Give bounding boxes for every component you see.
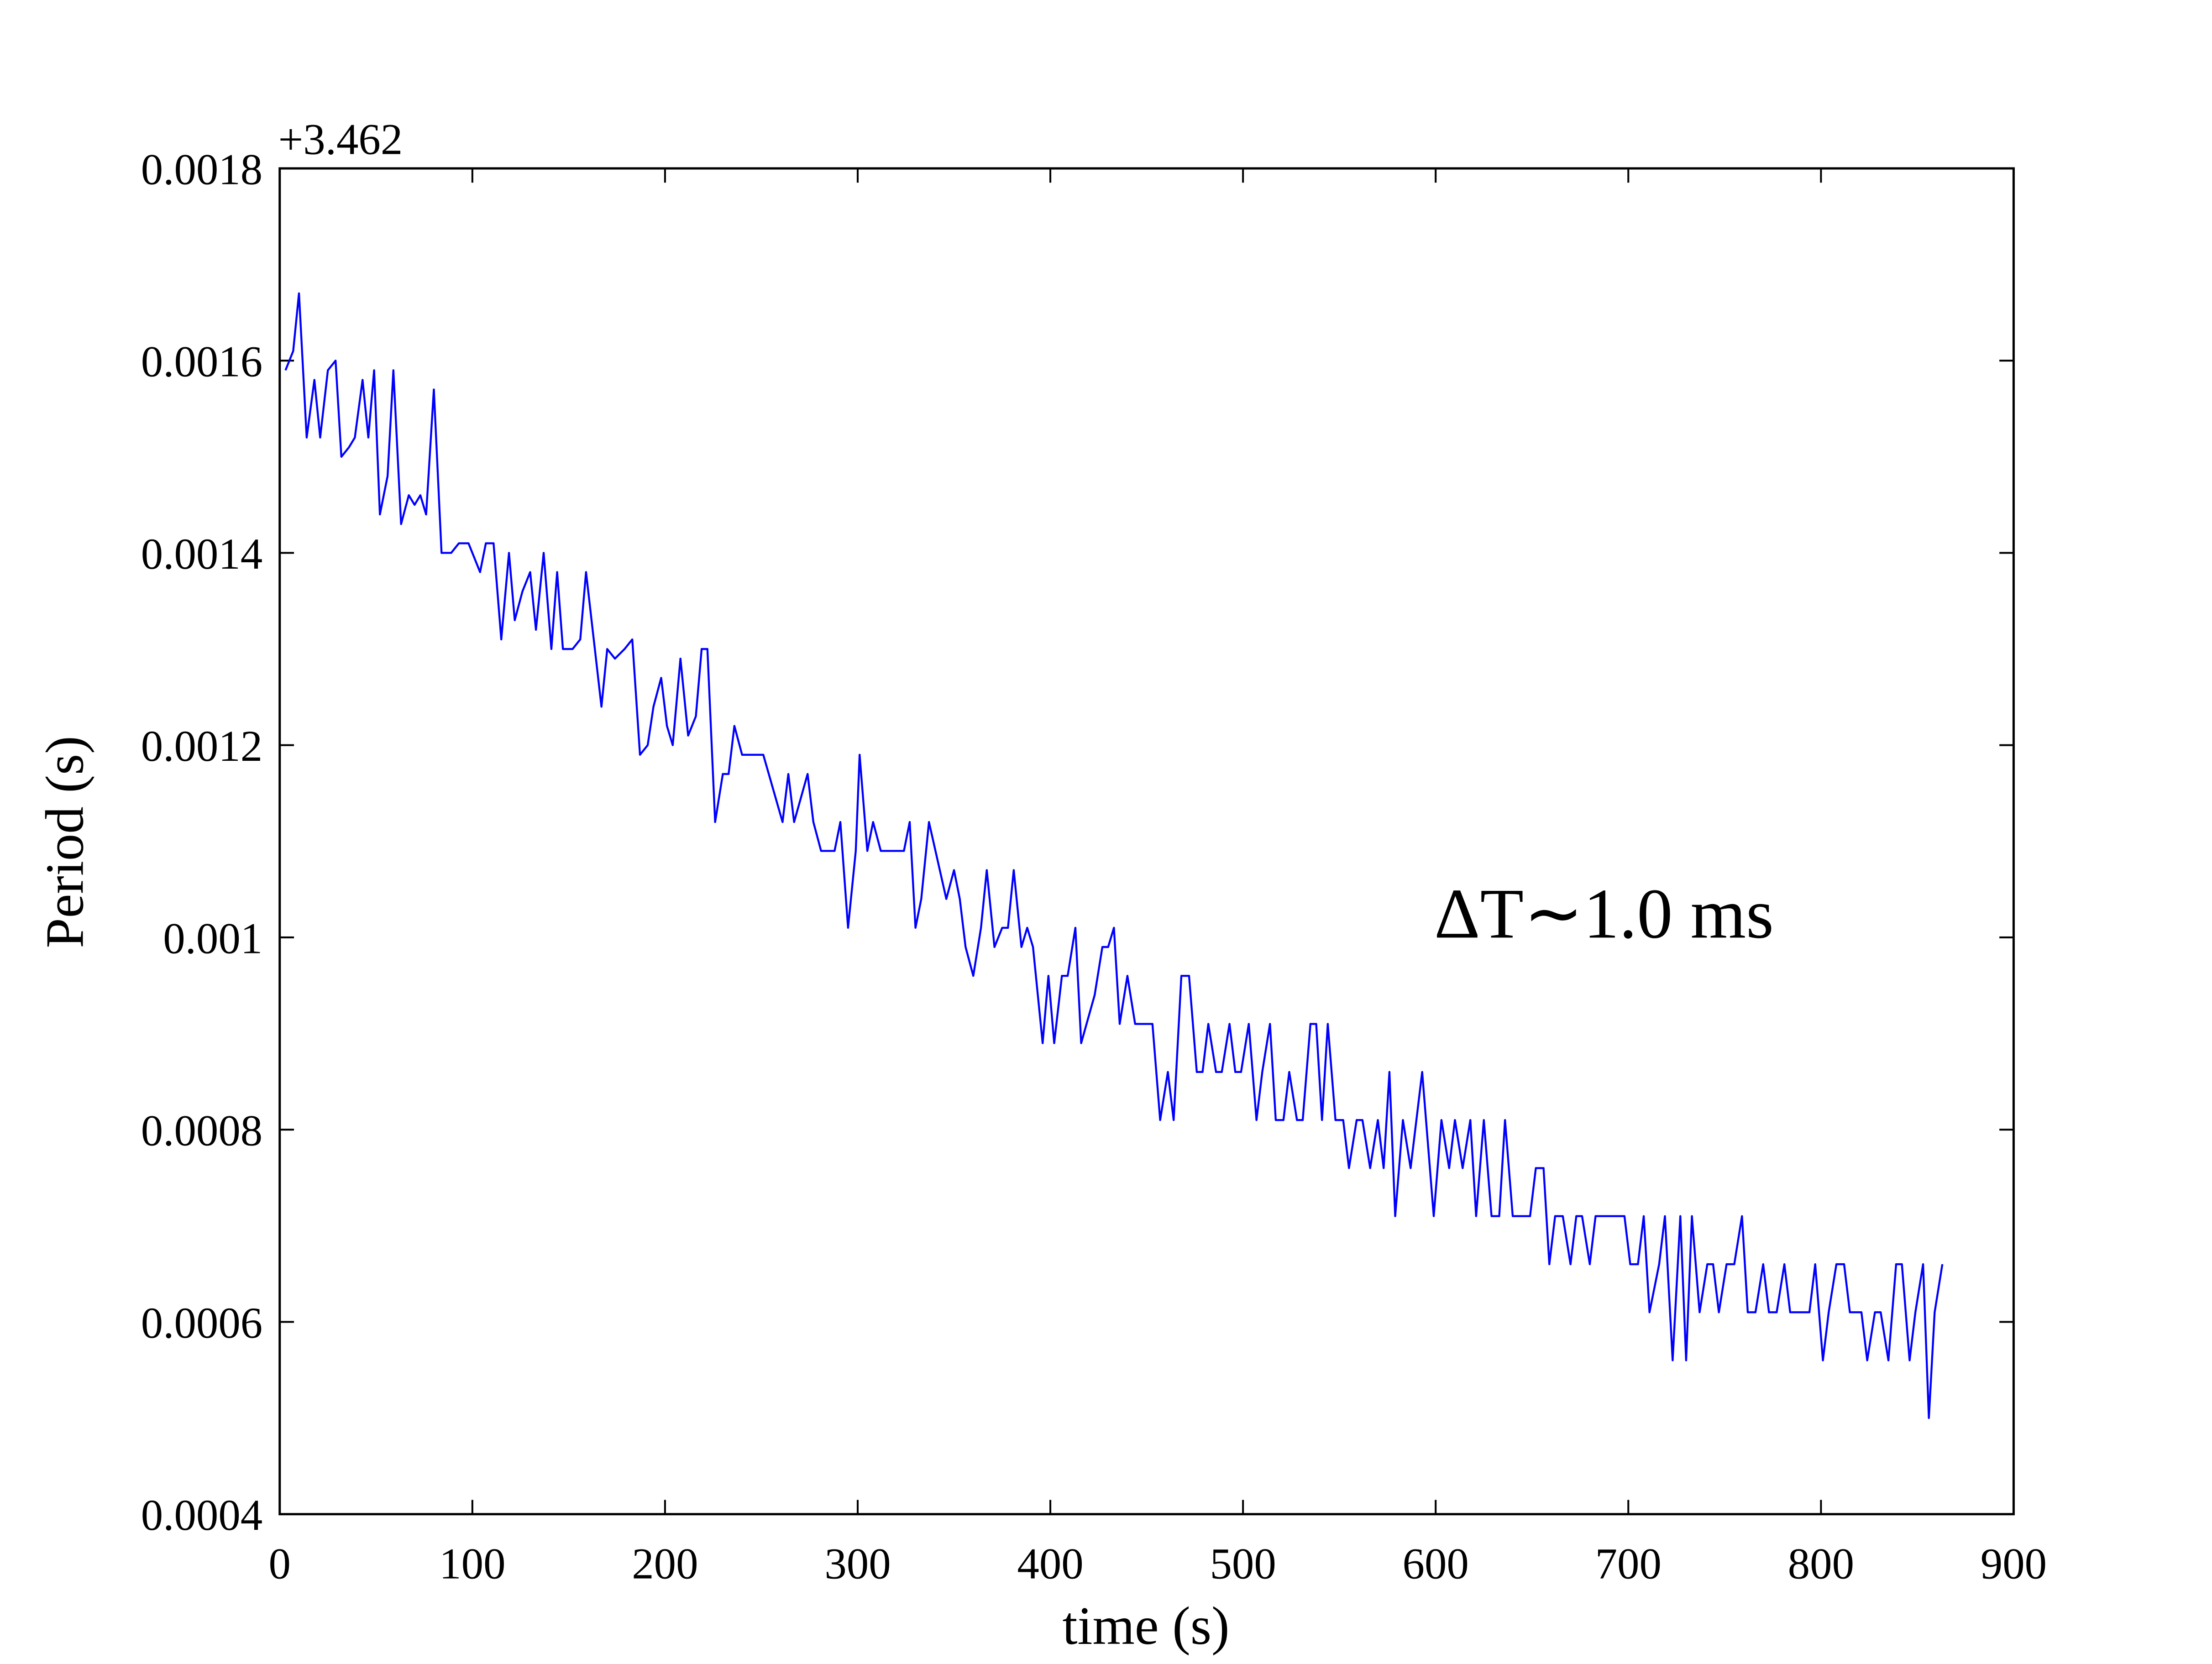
y-tick-label: 0.0004 bbox=[141, 1491, 262, 1539]
x-tick-label: 100 bbox=[439, 1539, 505, 1588]
y-tick-label: 0.0012 bbox=[141, 722, 262, 770]
y-tick-label: 0.001 bbox=[163, 914, 262, 963]
x-tick-label: 200 bbox=[632, 1539, 698, 1588]
annotation: ΔT∼1.0 ms bbox=[1434, 874, 1774, 953]
x-tick-label: 600 bbox=[1403, 1539, 1469, 1588]
x-axis-label: time (s) bbox=[1062, 1596, 1229, 1656]
y-tick-label: 0.0014 bbox=[141, 529, 262, 578]
y-axis-label: Period (s) bbox=[34, 736, 94, 948]
plot-frame bbox=[278, 167, 2015, 1516]
y-tick-label: 0.0016 bbox=[141, 337, 262, 386]
data-line bbox=[284, 292, 1944, 1419]
x-tick-label: 900 bbox=[1981, 1539, 2047, 1588]
x-tick-label: 700 bbox=[1595, 1539, 1662, 1588]
x-tick-label: 0 bbox=[269, 1539, 291, 1588]
offset-text: +3.462 bbox=[278, 115, 403, 164]
x-tick-label: 400 bbox=[1017, 1539, 1083, 1588]
x-tick-label: 500 bbox=[1210, 1539, 1276, 1588]
y-tick-label: 0.0006 bbox=[141, 1298, 262, 1347]
x-tick-label: 800 bbox=[1788, 1539, 1854, 1588]
y-tick-label: 0.0008 bbox=[141, 1106, 262, 1155]
y-tick-label: 0.0018 bbox=[141, 145, 262, 194]
x-tick-label: 300 bbox=[824, 1539, 891, 1588]
